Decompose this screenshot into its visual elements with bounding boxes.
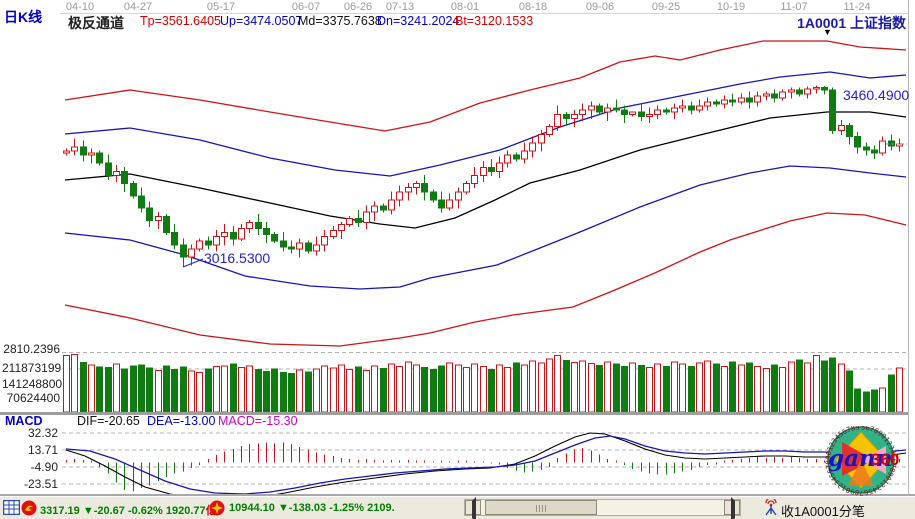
scrollbar-thumb[interactable] — [485, 500, 597, 515]
date-label: 10-19 — [716, 1, 746, 13]
sh-index-change: ▼-20.67 -0.62% 1920.77 — [82, 505, 206, 517]
volume-bars — [63, 353, 903, 413]
gann360-logo: 5678901234567890123456789012345678901234… — [810, 420, 910, 501]
logo-text-360: 360 — [871, 450, 900, 469]
price-axis-bottom: 2810.2396 — [3, 342, 60, 356]
scroll-right-button[interactable] — [724, 497, 740, 519]
date-label: 09-25 — [651, 1, 681, 13]
sh-index-value: 3317.19 — [40, 505, 80, 517]
antenna-icon — [763, 497, 779, 519]
indicator-md-value: Md=3375.7638 — [298, 14, 382, 28]
date-label: 04-27 — [123, 1, 153, 13]
macd-bottom-separator — [0, 494, 915, 496]
shanghai-index-icon[interactable] — [21, 500, 37, 519]
macd-lines — [65, 432, 907, 494]
horizontal-scrollbar[interactable] — [464, 497, 741, 519]
macd-tick-1: 32.32 — [27, 426, 58, 440]
date-label: 06-07 — [291, 1, 321, 13]
macd-pane-title: MACD — [5, 414, 43, 428]
feed-status-label: 收1A0001分笔 — [781, 504, 865, 519]
date-label: 08-18 — [518, 1, 548, 13]
high-price-label: 3460.4900 — [843, 87, 910, 103]
window-right-border — [908, 0, 909, 496]
chart-period-label: 日K线 — [4, 9, 43, 25]
date-label: 06-26 — [343, 1, 373, 13]
grid-icon[interactable] — [2, 499, 21, 519]
indicator-up-value: Up=3474.0507 — [220, 14, 303, 28]
macd-tick-3: -4.90 — [30, 460, 58, 474]
shenzhen-quote[interactable]: 10944.10 ▼-138.03 -1.25% 2109. — [229, 502, 395, 514]
indicator-bt-value: Bt=3120.1533 — [455, 14, 534, 28]
indicator-dn-value: Dn=3241.2024 — [377, 14, 460, 28]
date-label: 11-24 — [843, 1, 871, 13]
date-label: 04-10 — [65, 1, 95, 13]
volume-macd-separator — [0, 412, 908, 415]
low-price-label: 3016.5300 — [204, 250, 271, 266]
volume-tick-1: 211873199 — [2, 361, 62, 375]
indicator-name: 极反通道 — [68, 15, 124, 31]
macd-dea-value: DEA=-13.00 — [147, 414, 216, 428]
symbol-code: 1A0001 — [797, 15, 847, 31]
channel-lines — [64, 40, 907, 347]
date-axis: 04-10 04-27 05-17 06-07 06-26 07-13 08-01 08-18… — [0, 0, 915, 13]
date-label: 08-01 — [450, 1, 480, 13]
logo-text-gann: gann — [828, 445, 893, 472]
sz-index-change: ▼-138.03 -1.25% 2109. — [277, 502, 395, 514]
volume-tick-3: 70624400 — [6, 391, 60, 405]
volume-tick-2: 141248800 — [2, 377, 63, 391]
shanghai-quote[interactable]: 3317.19 ▼-20.67 -0.62% 1920.77亿 — [40, 502, 217, 518]
symbol-selector[interactable]: 1A0001 上证指数 — [797, 13, 906, 33]
scroll-left-button[interactable] — [465, 497, 481, 519]
sz-index-value: 10944.10 — [229, 502, 275, 514]
date-label: 11-07 — [780, 1, 808, 13]
macd-macd-value: MACD=-15.30 — [218, 414, 298, 428]
macd-dif-value: DIF=-20.65 — [77, 414, 140, 428]
macd-tick-4: -23.51 — [23, 477, 58, 491]
header-separator — [60, 13, 908, 14]
date-label: 05-17 — [206, 1, 236, 13]
symbol-name: 上证指数 — [850, 15, 906, 31]
thumb-grip — [536, 505, 546, 512]
indicator-tp-value: Tp=3561.6405 — [140, 14, 221, 28]
date-label: 09-06 — [585, 1, 615, 13]
low-pointer-line — [182, 258, 204, 268]
chevron-down-icon[interactable]: ▼ — [823, 27, 832, 37]
shenzhen-index-icon[interactable] — [209, 500, 225, 519]
status-bar: 3317.19 ▼-20.67 -0.62% 1920.77亿 10944.10… — [0, 496, 915, 519]
candles — [63, 85, 903, 267]
macd-tick-2: 13.71 — [27, 443, 58, 457]
date-label: 07-13 — [385, 1, 415, 13]
